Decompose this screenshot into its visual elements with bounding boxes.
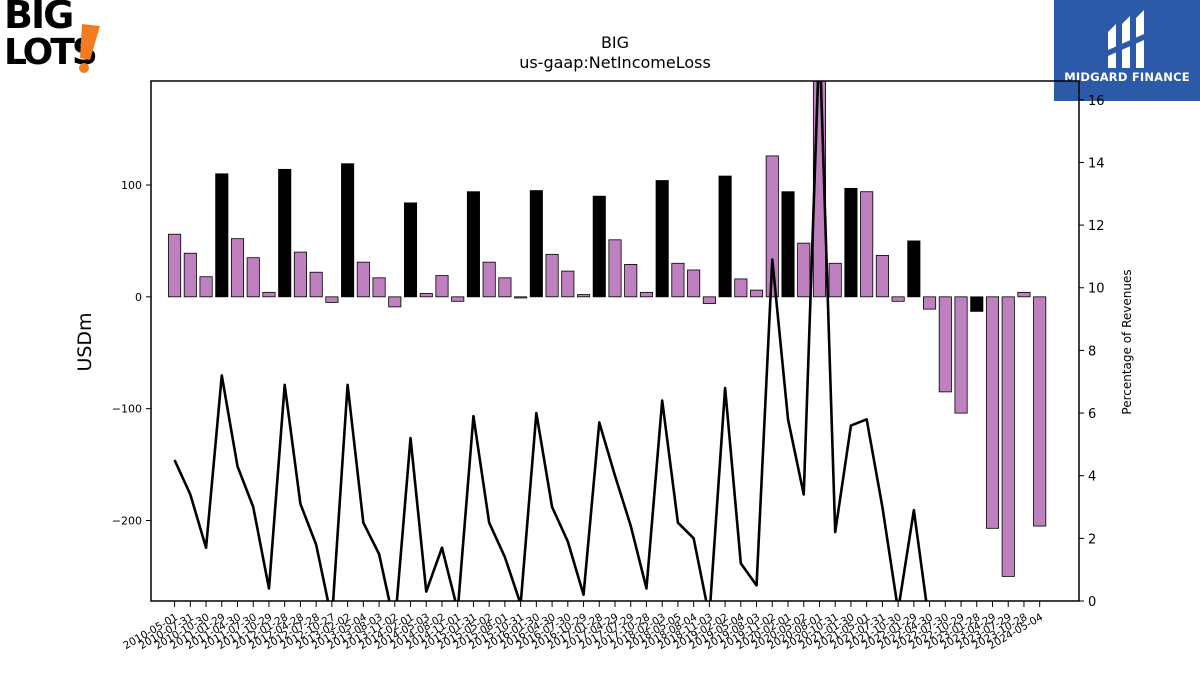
bar-2011-04-30 <box>230 238 245 298</box>
y-tick-label: 0 <box>135 291 142 304</box>
bar-2012-01-28 <box>278 168 292 298</box>
bar-2017-07-29 <box>624 263 638 298</box>
bar-2018-05-05 <box>671 262 685 298</box>
bar-2021-10-30 <box>891 296 905 302</box>
y2-tick-label: 4 <box>1088 470 1096 485</box>
bar-2015-10-31 <box>514 296 528 299</box>
midgard-emblem-icon <box>1108 10 1144 68</box>
bar-2018-11-03 <box>702 296 716 304</box>
bar-2011-01-29 <box>215 173 229 298</box>
bar-2015-05-02 <box>482 261 496 298</box>
bar-2013-11-02 <box>388 296 402 308</box>
bar-2013-08-03 <box>372 277 386 298</box>
bar-2020-02-01 <box>781 191 795 298</box>
big-lots-logo: BIG LOTS <box>2 0 102 74</box>
bar-2021-01-30 <box>844 187 858 298</box>
bar-2015-08-01 <box>498 277 512 298</box>
bar-2012-07-28 <box>309 271 323 298</box>
bar-2014-05-03 <box>419 293 433 298</box>
bar-2011-10-29 <box>262 291 276 298</box>
bar-2017-10-28 <box>639 291 653 298</box>
bar-2019-02-02 <box>718 175 732 298</box>
bar-2011-07-30 <box>246 257 260 298</box>
percentage-line <box>175 37 1024 626</box>
bar-2023-10-28 <box>1017 291 1031 298</box>
bar-series <box>168 81 1047 577</box>
bar-2020-05-02 <box>797 242 811 298</box>
bar-2012-10-27 <box>325 296 339 303</box>
bar-2010-07-31 <box>183 252 197 298</box>
bar-2023-01-28 <box>970 296 984 312</box>
y2-tick-label: 10 <box>1088 282 1105 297</box>
bar-2017-01-28 <box>592 195 606 298</box>
bar-2013-05-04 <box>356 261 370 298</box>
bar-2016-04-30 <box>545 253 559 298</box>
bar-2023-07-29 <box>1001 296 1015 577</box>
bar-2019-11-02 <box>765 155 779 298</box>
bar-2018-02-03 <box>655 180 669 298</box>
bar-2020-10-31 <box>828 262 842 298</box>
bar-2022-01-29 <box>907 240 921 298</box>
bar-2021-07-31 <box>875 255 889 298</box>
bar-2016-10-29 <box>577 294 591 298</box>
y2-tick-label: 12 <box>1088 219 1105 234</box>
y-tick-label: −200 <box>112 514 142 527</box>
bar-2014-08-02 <box>435 275 449 298</box>
chart-subtitle: us-gaap:NetIncomeLoss <box>519 53 711 72</box>
y2-axis-label: Percentage of Revenues <box>1120 269 1134 414</box>
bar-2014-11-01 <box>451 296 465 302</box>
midgard-finance-text: MIDGARD FINANCE <box>1064 70 1190 84</box>
line-series <box>174 37 1024 626</box>
bar-2023-04-29 <box>985 296 1000 529</box>
logo-big-text: BIG <box>4 0 74 37</box>
bar-2019-05-04 <box>734 278 748 298</box>
bar-2013-02-02 <box>341 163 355 298</box>
bar-2021-05-01 <box>860 191 874 298</box>
y2-tick-label: 2 <box>1088 532 1096 547</box>
bar-2016-07-30 <box>561 270 575 298</box>
y2-tick-label: 14 <box>1088 156 1105 171</box>
bar-2024-05-04 <box>1033 296 1047 527</box>
bar-2014-02-01 <box>403 202 418 298</box>
bar-2016-01-30 <box>529 190 543 298</box>
y2-tick-label: 6 <box>1088 407 1096 422</box>
bar-2012-04-28 <box>293 251 307 298</box>
y2-tick-label: 16 <box>1088 94 1105 109</box>
bar-2018-08-04 <box>687 269 701 298</box>
y-axis-label: USDm <box>74 312 96 371</box>
axes: −200−100010002468101214162010-05-012010-… <box>112 80 1105 652</box>
bar-2017-04-29 <box>608 239 622 298</box>
y-tick-label: −100 <box>112 403 142 416</box>
bar-2022-07-30 <box>938 296 952 393</box>
chart-title: BIG <box>601 33 629 52</box>
bar-2010-10-30 <box>199 276 213 298</box>
bar-2015-01-31 <box>466 191 480 298</box>
bar-2010-05-01 <box>168 233 182 298</box>
bar-2022-10-29 <box>954 296 968 414</box>
y-tick-label: 100 <box>121 179 142 192</box>
bar-2019-08-03 <box>750 289 764 298</box>
bar-2022-04-30 <box>923 296 937 310</box>
y2-tick-label: 8 <box>1088 344 1096 359</box>
exclamation-icon <box>79 24 100 73</box>
y2-tick-label: 0 <box>1088 595 1096 610</box>
